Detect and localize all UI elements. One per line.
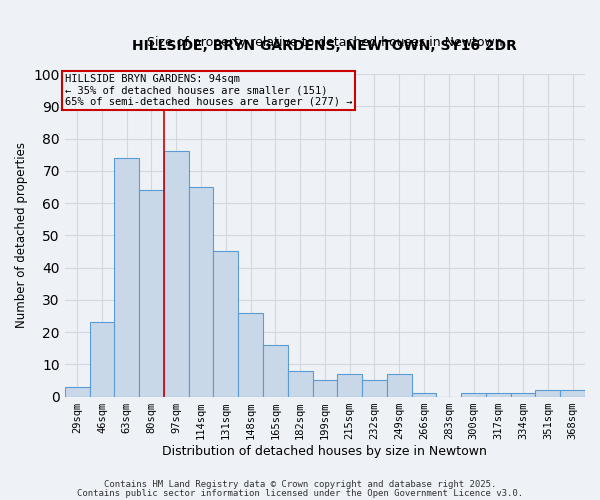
Bar — [65, 387, 89, 396]
Bar — [139, 190, 164, 396]
Y-axis label: Number of detached properties: Number of detached properties — [15, 142, 28, 328]
Title: Size of property relative to detached houses in Newtown: Size of property relative to detached ho… — [147, 36, 503, 49]
Bar — [288, 371, 313, 396]
Bar — [214, 252, 238, 396]
Bar — [313, 380, 337, 396]
Bar — [188, 187, 214, 396]
Bar — [560, 390, 585, 396]
Bar — [535, 390, 560, 396]
Bar — [115, 158, 139, 396]
Bar — [263, 345, 288, 397]
Bar — [337, 374, 362, 396]
Bar — [164, 152, 188, 396]
X-axis label: Distribution of detached houses by size in Newtown: Distribution of detached houses by size … — [163, 444, 487, 458]
Text: Contains public sector information licensed under the Open Government Licence v3: Contains public sector information licen… — [77, 488, 523, 498]
Bar — [362, 380, 387, 396]
Text: HILLSIDE BRYN GARDENS: 94sqm
← 35% of detached houses are smaller (151)
65% of s: HILLSIDE BRYN GARDENS: 94sqm ← 35% of de… — [65, 74, 352, 107]
Bar — [238, 312, 263, 396]
Bar — [412, 394, 436, 396]
Bar — [89, 322, 115, 396]
Bar — [511, 394, 535, 396]
Bar — [486, 394, 511, 396]
Bar — [461, 394, 486, 396]
Bar — [387, 374, 412, 396]
Text: HILLSIDE, BRYN GARDENS, NEWTOWN, SY16 2DR: HILLSIDE, BRYN GARDENS, NEWTOWN, SY16 2D… — [133, 39, 517, 53]
Text: Contains HM Land Registry data © Crown copyright and database right 2025.: Contains HM Land Registry data © Crown c… — [104, 480, 496, 489]
